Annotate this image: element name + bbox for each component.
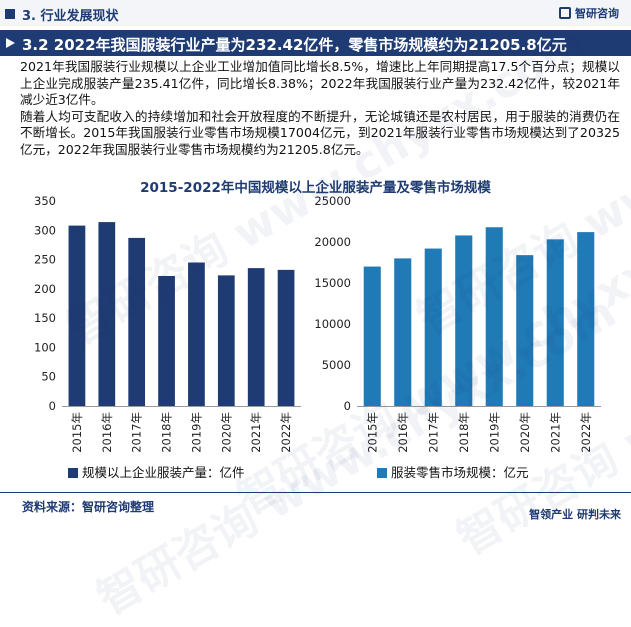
y-tick-label: 5000 bbox=[322, 358, 351, 372]
y-tick-label: 300 bbox=[34, 223, 56, 237]
bar bbox=[485, 227, 503, 406]
y-tick-label: 50 bbox=[41, 370, 56, 384]
brand: 智研咨询 bbox=[559, 5, 619, 21]
bar bbox=[277, 269, 295, 406]
x-tick-label: 2020年 bbox=[518, 412, 532, 453]
x-tick-label: 2015年 bbox=[365, 412, 379, 453]
triangle-marker-icon bbox=[6, 38, 15, 48]
bar bbox=[68, 225, 86, 406]
chart-title: 2015-2022年中国规模以上企业服装产量及零售市场规模 bbox=[140, 180, 491, 196]
y-tick-label: 350 bbox=[34, 194, 56, 208]
bar bbox=[394, 258, 412, 406]
legend-swatch bbox=[68, 468, 78, 478]
bar bbox=[217, 275, 235, 406]
brand-name: 智研咨询 bbox=[575, 7, 619, 20]
y-tick-label: 200 bbox=[34, 282, 56, 296]
page-title: 3.2 2022年我国服装行业产量为232.42亿件，零售市场规模约为21205… bbox=[22, 36, 567, 54]
x-tick-label: 2016年 bbox=[100, 412, 114, 453]
bar bbox=[546, 239, 564, 406]
x-tick-label: 2016年 bbox=[396, 412, 410, 453]
bar bbox=[247, 268, 265, 406]
bar bbox=[424, 248, 442, 406]
y-tick-label: 100 bbox=[34, 340, 56, 354]
title-bar: 3.2 2022年我国服装行业产量为232.42亿件，零售市场规模约为21205… bbox=[0, 30, 631, 56]
section-title: 3. 行业发展现状 bbox=[22, 9, 119, 24]
chart-area: 0 50 100 150 200 250 300 350 2015年 2016年 2017年 2018… bbox=[34, 194, 601, 480]
y-tick-label: 15000 bbox=[314, 276, 351, 290]
y-tick-label: 250 bbox=[34, 253, 56, 267]
y-tick-label: 10000 bbox=[314, 317, 351, 331]
x-tick-label: 2022年 bbox=[579, 412, 593, 453]
x-tick-label: 2021年 bbox=[548, 412, 562, 453]
bar bbox=[577, 232, 595, 406]
x-tick-label: 2019年 bbox=[487, 412, 501, 453]
section-marker-icon bbox=[5, 9, 15, 19]
brand-logo-icon bbox=[559, 7, 571, 19]
bar bbox=[98, 222, 116, 406]
paragraph-2: 随着人均可支配收入的持续增加和社会开放程度的不断提升，无论城镇还是农村居民，用于… bbox=[20, 108, 620, 157]
y-tick-label: 0 bbox=[49, 399, 56, 413]
y-tick-label: 25000 bbox=[314, 194, 351, 208]
x-tick-label: 2017年 bbox=[426, 412, 440, 453]
y-tick-label: 0 bbox=[344, 399, 351, 413]
bar bbox=[188, 262, 205, 406]
x-tick-label: 2018年 bbox=[160, 412, 174, 453]
bar bbox=[158, 275, 175, 406]
legend-label: 规模以上企业服装产量：亿件 bbox=[82, 465, 245, 480]
x-tick-label: 2022年 bbox=[279, 412, 293, 453]
bar bbox=[128, 237, 146, 406]
bar bbox=[363, 266, 381, 406]
x-tick-label: 2019年 bbox=[189, 412, 203, 453]
paragraph-1: 2021年我国服装行业规模以上企业工业增加值同比增长8.5%，增速比上年同期提高… bbox=[20, 59, 620, 108]
legend-label: 服装零售市场规模：亿元 bbox=[391, 465, 529, 480]
bar bbox=[516, 255, 534, 406]
x-tick-label: 2018年 bbox=[457, 412, 471, 453]
source-note: 资料来源：智研咨询整理 bbox=[22, 500, 155, 514]
legend-swatch bbox=[377, 468, 387, 478]
bar bbox=[455, 235, 473, 406]
body-text: 2021年我国服装行业规模以上企业工业增加值同比增长8.5%，增速比上年同期提高… bbox=[20, 59, 620, 159]
top-bar: 3. 行业发展现状 智研咨询 bbox=[0, 0, 631, 26]
slogan: 智领产业 研判未来 bbox=[529, 508, 621, 521]
x-tick-label: 2020年 bbox=[219, 412, 233, 453]
x-tick-label: 2015年 bbox=[70, 412, 84, 453]
y-tick-label: 20000 bbox=[314, 235, 351, 249]
x-tick-label: 2017年 bbox=[130, 412, 144, 453]
footer-divider bbox=[0, 492, 631, 493]
x-tick-label: 2021年 bbox=[249, 412, 263, 453]
y-tick-label: 150 bbox=[34, 311, 56, 325]
